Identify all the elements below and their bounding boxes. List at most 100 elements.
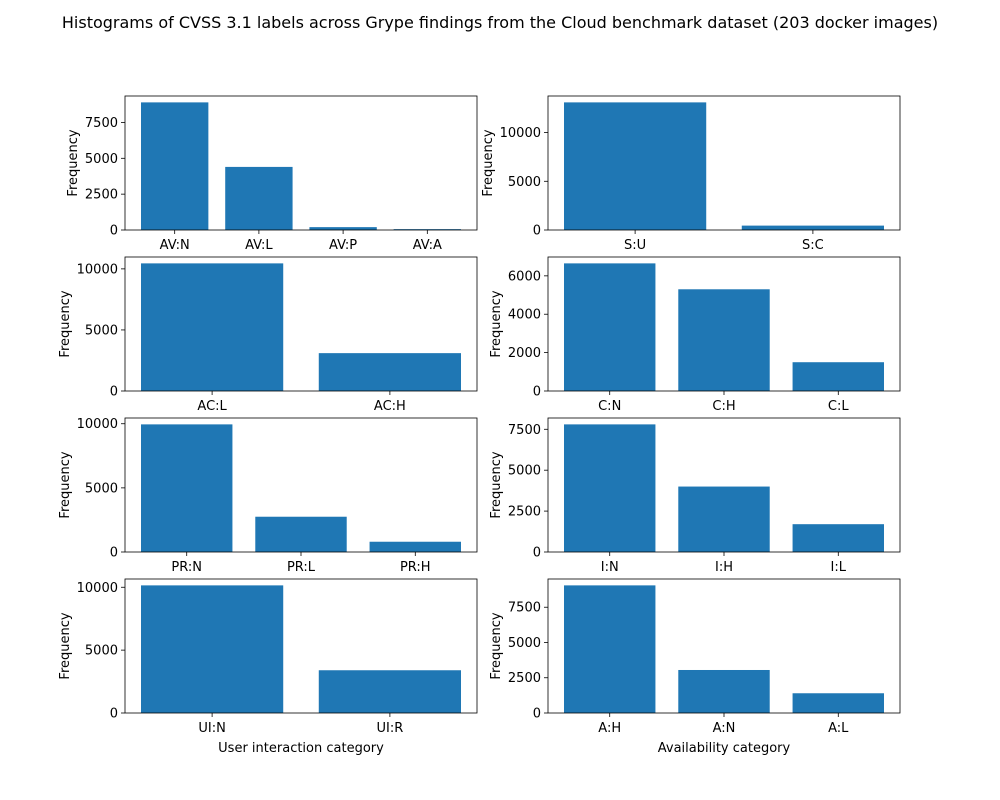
y-tick-label: 5000	[508, 636, 541, 651]
y-tick-label: 4000	[508, 308, 541, 323]
x-tick-label: C:N	[598, 399, 621, 414]
y-tick-label: 10000	[77, 417, 118, 432]
x-tick-label: I:H	[715, 560, 733, 575]
x-tick-label: C:L	[828, 399, 849, 414]
y-axis-label: Frequency	[58, 290, 73, 357]
y-tick-label: 0	[110, 385, 118, 400]
bar-c-h	[678, 289, 770, 391]
subplot-4: C:N C:H C:L 0 2000 4000 6000 Frequency	[489, 256, 901, 414]
y-tick-label: 0	[533, 707, 541, 722]
bar-ac-l	[141, 263, 284, 391]
y-tick-label: 5000	[85, 152, 118, 167]
bar-av-p	[309, 227, 377, 230]
x-tick-label: AV:L	[245, 238, 273, 253]
x-tick-label: A:H	[598, 721, 621, 736]
y-tick-label: 10000	[77, 262, 118, 277]
axes-frame	[124, 95, 478, 231]
axes-frame	[124, 417, 478, 553]
x-tick-label: S:U	[624, 238, 646, 253]
x-tick-label: I:L	[831, 560, 847, 575]
y-tick-label: 0	[110, 546, 118, 561]
bar-i-n	[564, 424, 656, 552]
x-tick-label: AV:A	[413, 238, 442, 253]
x-tick-label: I:N	[601, 560, 619, 575]
axes-frame	[124, 256, 478, 392]
bar-c-n	[564, 263, 656, 391]
bar-pr-h	[369, 541, 461, 552]
y-tick-label: 0	[110, 707, 118, 722]
y-tick-label: 5000	[508, 175, 541, 190]
x-tick-label: A:N	[713, 721, 736, 736]
y-tick-label: 0	[533, 546, 541, 561]
bar-a-l	[792, 693, 884, 713]
axes-frame	[547, 95, 901, 231]
x-tick-label: AC:H	[374, 399, 406, 414]
y-axis-label: Frequency	[481, 129, 496, 196]
y-tick-label: 7500	[508, 423, 541, 438]
subplot-3: AC:L AC:H 0 5000 10000 Frequency	[58, 256, 478, 414]
x-tick-label: C:H	[712, 399, 735, 414]
y-tick-label: 7500	[508, 601, 541, 616]
y-axis-label: Frequency	[489, 290, 504, 357]
x-tick-label: UI:R	[377, 721, 404, 736]
x-axis-label: User interaction category	[218, 741, 384, 756]
bar-c-l	[792, 362, 884, 391]
subplot-1: AV:N AV:L AV:P AV:A 0 2500 5000 7500 Frequency	[66, 95, 478, 253]
y-tick-label: 2000	[508, 346, 541, 361]
y-axis-label: Frequency	[66, 129, 81, 196]
bar-av-n	[141, 102, 209, 230]
y-tick-label: 5000	[85, 644, 118, 659]
x-tick-label: AC:L	[197, 399, 227, 414]
bar-s-u	[564, 102, 707, 230]
x-axis-label: Availability category	[658, 741, 791, 756]
axes-frame	[124, 578, 478, 714]
y-axis-label: Frequency	[58, 612, 73, 679]
bar-a-n	[678, 669, 770, 713]
bar-pr-n	[141, 424, 233, 552]
x-tick-label: PR:L	[287, 560, 316, 575]
y-tick-label: 5000	[85, 481, 118, 496]
bar-i-h	[678, 486, 770, 552]
x-tick-label: PR:N	[171, 560, 202, 575]
y-tick-label: 2500	[508, 505, 541, 520]
y-tick-label: 7500	[85, 116, 118, 131]
bar-ui-n	[141, 585, 284, 713]
y-tick-label: 6000	[508, 269, 541, 284]
subplot-7: UI:N UI:R 0 5000 10000 Frequency User interact…	[58, 578, 478, 756]
subplot-2: S:U S:C 0 5000 10000 Frequency	[481, 95, 901, 253]
y-tick-label: 0	[533, 224, 541, 239]
bar-ui-r	[318, 670, 461, 713]
bar-pr-l	[255, 516, 347, 552]
bar-i-l	[792, 524, 884, 552]
x-tick-label: PR:H	[400, 560, 431, 575]
bar-ac-h	[318, 353, 461, 391]
subplot-8: A:H A:N A:L 0 2500 5000 7500 Frequency Availabil…	[489, 578, 901, 756]
bar-a-h	[564, 585, 656, 713]
x-tick-label: AV:P	[329, 238, 357, 253]
y-tick-label: 2500	[85, 188, 118, 203]
x-tick-label: UI:N	[198, 721, 225, 736]
y-tick-label: 10000	[77, 581, 118, 596]
axes-frame	[547, 256, 901, 392]
x-tick-label: AV:N	[160, 238, 190, 253]
y-axis-label: Frequency	[489, 451, 504, 518]
subplot-5: PR:N PR:L PR:H 0 5000 10000 Frequency	[58, 417, 478, 575]
y-axis-label: Frequency	[489, 612, 504, 679]
x-tick-label: S:C	[802, 238, 824, 253]
figure-title: Histograms of CVSS 3.1 labels across Gry…	[61, 13, 939, 32]
x-tick-label: A:L	[828, 721, 849, 736]
subplot-6: I:N I:H I:L 0 2500 5000 7500 Frequency	[489, 417, 901, 575]
y-tick-label: 5000	[85, 323, 118, 338]
y-tick-label: 0	[110, 224, 118, 239]
axes-frame	[547, 417, 901, 553]
y-tick-label: 5000	[508, 464, 541, 479]
y-tick-label: 2500	[508, 671, 541, 686]
y-tick-label: 10000	[500, 126, 541, 141]
axes-frame	[547, 578, 901, 714]
bar-s-c	[741, 225, 884, 230]
bar-av-l	[225, 166, 293, 230]
bar-av-a	[393, 229, 461, 230]
y-axis-label: Frequency	[58, 451, 73, 518]
y-tick-label: 0	[533, 385, 541, 400]
